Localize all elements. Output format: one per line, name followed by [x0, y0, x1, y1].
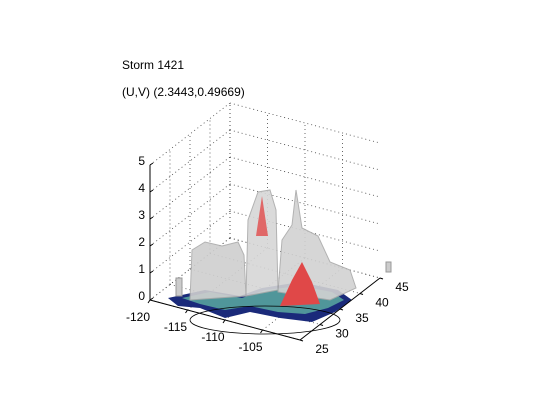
red-cone [280, 262, 320, 306]
y-tick-label: 40 [375, 296, 389, 310]
surface [168, 189, 392, 335]
x-tick [147, 299, 151, 304]
outline [189, 305, 341, 335]
grid-line [149, 183, 231, 247]
y-tick [379, 277, 384, 280]
z-tick [149, 189, 154, 193]
chart-title: Storm 1421 [122, 58, 184, 72]
z-tick [149, 162, 154, 166]
y-tick-label: 35 [355, 311, 369, 325]
y-tick [359, 293, 364, 295]
gray-blob [189, 241, 247, 301]
y-tick-label: 25 [315, 342, 329, 356]
z-tick-label: 1 [138, 262, 145, 276]
grid-line [149, 102, 231, 166]
post [385, 261, 392, 273]
y-tick [339, 308, 344, 311]
y-tick-label: 30 [335, 327, 349, 341]
z-tick [149, 297, 154, 301]
gray-blob [277, 189, 357, 301]
x-tick-label: -110 [201, 330, 224, 344]
y-tick-label: 45 [395, 280, 409, 294]
x-tick [222, 319, 226, 324]
x-tick-label: -105 [238, 340, 262, 354]
y-tick [319, 324, 324, 326]
z-tick [149, 243, 154, 247]
grid-line [149, 210, 231, 274]
y-tick [299, 339, 304, 342]
grid-line [149, 156, 231, 220]
x-tick [260, 329, 263, 334]
z-tick-label: 4 [138, 181, 145, 195]
z-tick [149, 270, 154, 274]
grid-line [149, 129, 231, 193]
z-tick-label: 0 [138, 289, 145, 303]
z-tick-label: 5 [138, 154, 145, 168]
z-tick-label: 3 [138, 208, 145, 222]
z-tick-label: 2 [138, 235, 145, 249]
post [175, 277, 183, 297]
x-tick-label: -115 [164, 320, 187, 334]
red-cone [256, 196, 268, 236]
x-tick-label: -120 [126, 310, 150, 324]
x-tick [185, 309, 188, 314]
chart-subtitle: (U,V) (2.3443,0.49669) [122, 85, 245, 99]
z-tick [149, 216, 154, 220]
